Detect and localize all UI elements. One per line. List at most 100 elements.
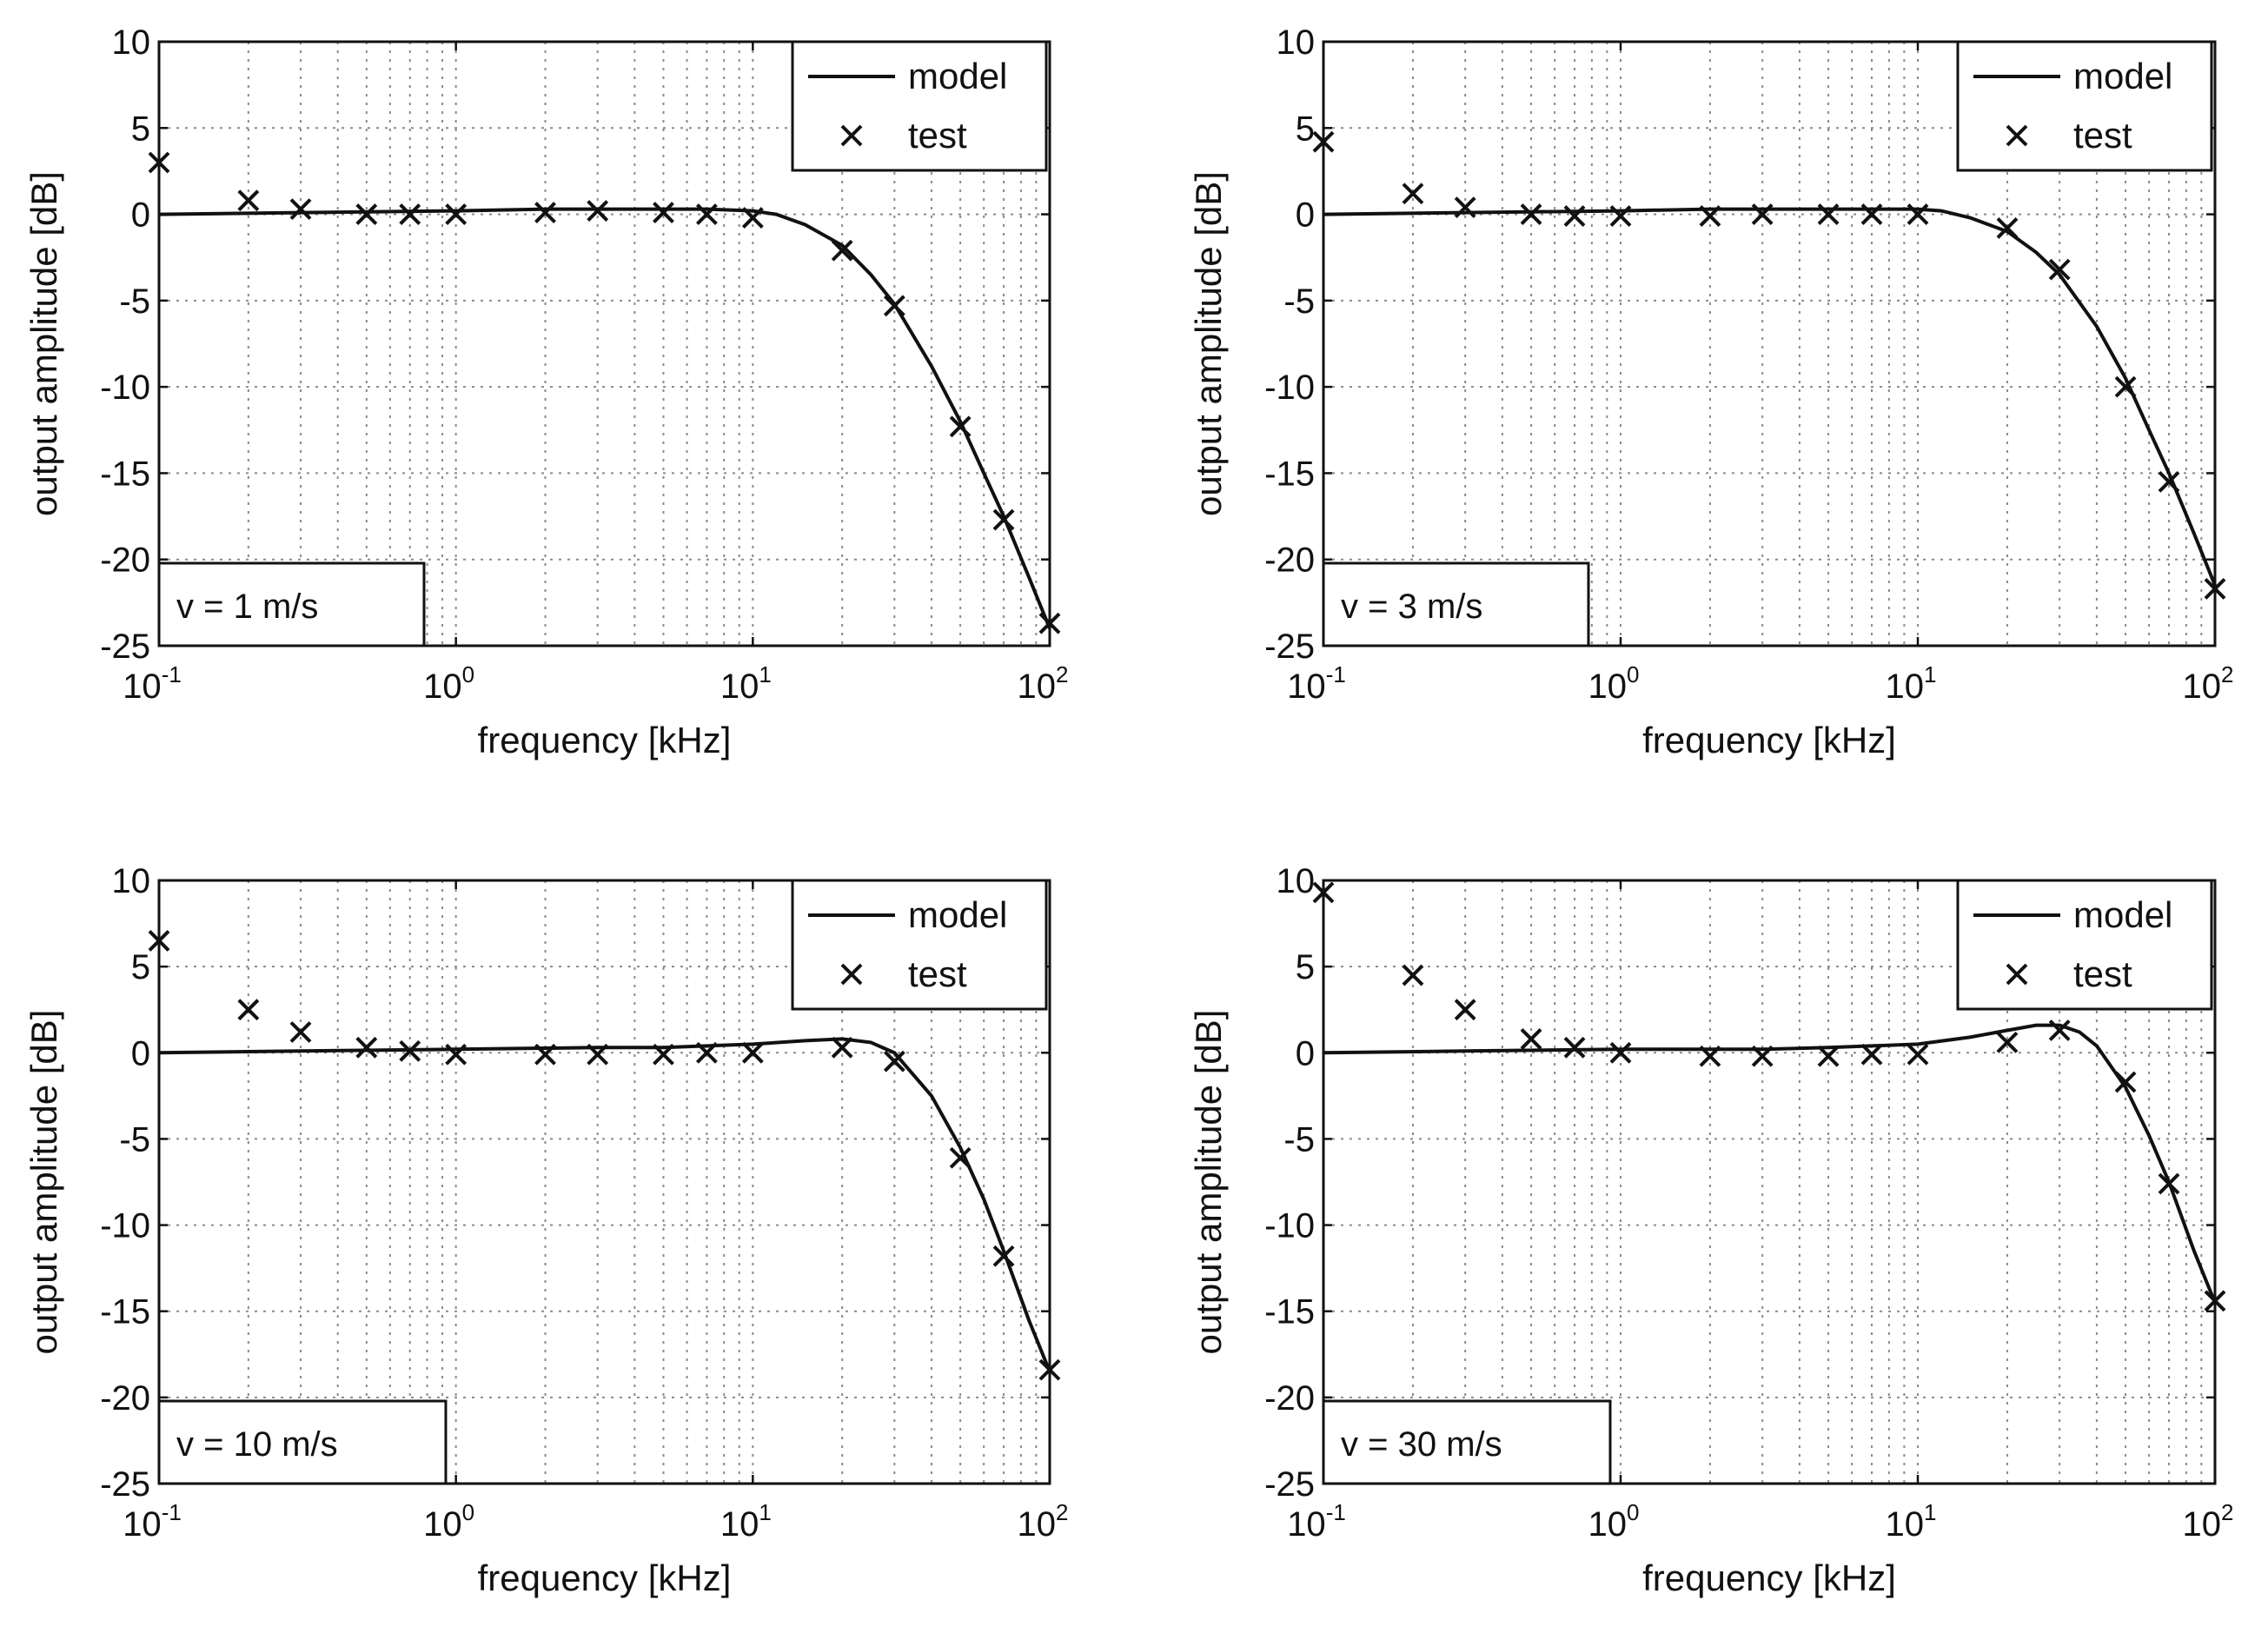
test-point-marker (1907, 1043, 1929, 1066)
test-point-marker (1609, 1041, 1632, 1064)
marker-stroke (1312, 881, 1335, 904)
test-point-marker (992, 508, 1015, 531)
test-point-marker (1751, 1045, 1774, 1067)
marker-stroke (883, 1050, 905, 1072)
y-tick-label: -15 (1264, 1293, 1315, 1331)
annotation-box (157, 1399, 448, 1485)
x-tick-exponent: 0 (1627, 661, 1639, 687)
x-tick-label: 101 (1886, 1499, 1937, 1544)
y-tick-label: -10 (100, 1207, 150, 1245)
legend-entry-test: test (908, 953, 967, 994)
test-point-marker (534, 202, 556, 223)
test-point-marker (741, 207, 764, 229)
marker-stroke (831, 239, 853, 262)
marker-stroke (399, 1039, 421, 1062)
test-point-marker (1751, 203, 1774, 225)
x-tick-label: 102 (2183, 1499, 2234, 1544)
x-axis-label: frequency [kHz] (1642, 1557, 1896, 1598)
legend-test-swatch (840, 124, 863, 147)
marker-stroke (992, 1245, 1015, 1267)
test-point-marker (1312, 130, 1335, 153)
legend-entry-test: test (2073, 953, 2132, 994)
test-point-marker (289, 198, 312, 221)
x-tick-label: 100 (423, 1499, 474, 1544)
marker-stroke (1907, 1043, 1929, 1066)
x-tick-exponent: -1 (1326, 1499, 1346, 1525)
y-tick-label: -15 (100, 455, 150, 493)
marker-stroke (1038, 612, 1061, 634)
test-point-marker (1454, 999, 1476, 1021)
marker-stroke (1454, 196, 1476, 219)
x-tick-exponent: 2 (1056, 661, 1068, 687)
x-tick-exponent: 0 (1627, 1499, 1639, 1525)
marker-stroke (534, 1043, 556, 1066)
marker-stroke (949, 1146, 972, 1169)
x-tick-label: 100 (1588, 1499, 1640, 1544)
x-tick-base: 10 (1886, 1505, 1925, 1544)
x-tick-label: 10-1 (123, 661, 182, 706)
x-tick-label: 100 (423, 661, 474, 706)
test-point-marker (1609, 205, 1632, 227)
marker-stroke (2204, 578, 2226, 600)
y-tick-label: 10 (1277, 23, 1316, 62)
annotation-text: v = 10 m/s (176, 1425, 338, 1464)
legend-box (791, 879, 1048, 1011)
test-point-marker (1817, 203, 1840, 225)
y-tick-label: -5 (1283, 282, 1315, 321)
annotation-text: v = 3 m/s (1341, 588, 1482, 626)
x-tick-base: 10 (1018, 667, 1057, 706)
test-point-marker (1817, 1045, 1840, 1067)
marker-stroke (289, 1021, 312, 1043)
x-tick-base: 10 (1287, 1505, 1326, 1544)
y-tick-label: -5 (119, 1120, 150, 1159)
marker-stroke (1860, 1043, 1883, 1066)
test-point-marker (1860, 203, 1883, 225)
y-tick-label: -15 (1264, 455, 1315, 493)
x-tick-exponent: 1 (1924, 661, 1936, 687)
series-model-line (1323, 207, 2217, 587)
x-tick-exponent: 0 (462, 1499, 474, 1525)
test-point-marker (399, 1039, 421, 1062)
x-tick-label: 101 (1886, 661, 1937, 706)
y-tick-label: 0 (131, 1034, 150, 1072)
test-point-marker (2048, 1019, 2071, 1041)
x-tick-label: 10-1 (123, 1499, 182, 1544)
test-point-marker (2158, 470, 2180, 493)
marker-stroke (1609, 205, 1632, 227)
x-tick-exponent: 1 (1924, 1499, 1936, 1525)
x-axis-label: frequency [kHz] (1642, 720, 1896, 760)
legend-entry-test: test (2073, 115, 2132, 156)
x-tick-base: 10 (1886, 667, 1925, 706)
annotation-text: v = 1 m/s (176, 588, 318, 626)
y-tick-label: 10 (112, 23, 151, 62)
annotation-box (157, 561, 426, 647)
x-tick-exponent: 0 (462, 661, 474, 687)
plot-frame (1322, 879, 2217, 1485)
test-point-marker (399, 203, 421, 225)
marker-stroke (355, 203, 378, 225)
marker-stroke (1996, 217, 2019, 239)
marker-stroke (148, 929, 170, 952)
x-tick-exponent: 1 (759, 1499, 771, 1525)
test-point-marker (1699, 1045, 1721, 1067)
marker-stroke (1996, 1031, 2019, 1053)
test-point-marker (445, 1043, 468, 1066)
y-axis-label: output amplitude [dB] (23, 1010, 64, 1355)
marker-stroke (1454, 999, 1476, 1021)
legend-entry-model: model (2073, 56, 2172, 96)
y-tick-label: 10 (1277, 862, 1316, 900)
marker-stroke (148, 151, 170, 174)
test-point-marker (883, 295, 905, 317)
marker-stroke (1038, 1358, 1061, 1381)
legend: model test (1956, 40, 2213, 172)
y-tick-label: -25 (1264, 628, 1315, 666)
x-tick-exponent: 2 (1056, 1499, 1068, 1525)
marker-stroke (2204, 1290, 2226, 1312)
x-tick-label: 101 (720, 661, 772, 706)
test-point-marker (1563, 205, 1586, 227)
marker-stroke (445, 203, 468, 225)
x-tick-label: 102 (2183, 661, 2234, 706)
y-tick-label: -10 (1264, 369, 1315, 407)
y-tick-label: 5 (1296, 110, 1315, 148)
